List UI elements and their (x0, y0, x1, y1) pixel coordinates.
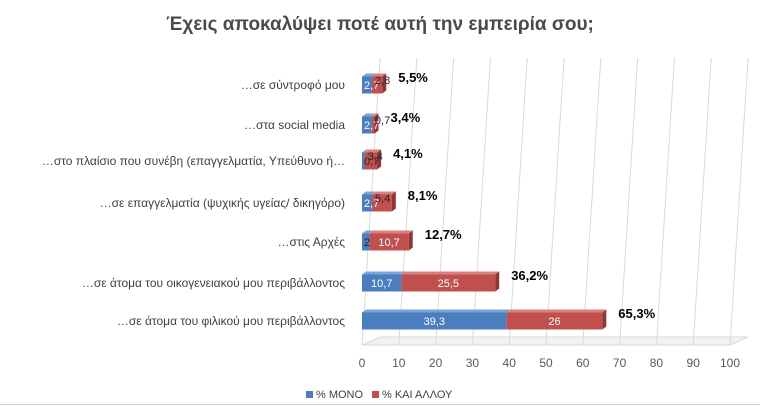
segment-data-label: 2 (364, 237, 370, 249)
bar-segment (364, 152, 378, 170)
x-tick-label: 60 (576, 356, 590, 370)
bar-top-face (369, 230, 413, 234)
category-label: …στα social media (244, 118, 345, 132)
bar-segment (362, 312, 507, 330)
category-label: …στο πλαίσιο που συνέβη (επαγγελματία, Υ… (42, 154, 345, 168)
category-label: …σε σύντροφό μου (241, 78, 345, 92)
grid-line (471, 57, 491, 346)
segment-data-label: 2,7 (364, 80, 379, 92)
bar-segment (401, 274, 496, 292)
grid-line (582, 57, 602, 346)
bar-side-face (377, 149, 382, 170)
bar-top-face (401, 271, 500, 275)
bar-top-face (362, 230, 374, 234)
bar-segment (362, 76, 372, 94)
total-data-label: 36,2% (511, 268, 548, 283)
segment-data-label: 2,8 (375, 75, 390, 87)
bar-segment (369, 233, 409, 251)
segment-data-label: 10,7 (378, 237, 399, 249)
bar-side-face (602, 309, 607, 330)
grid-line (692, 57, 712, 346)
bar-top-face (362, 191, 376, 195)
legend-label: % ΜΟΝΟ (316, 389, 364, 401)
bar-segment (362, 233, 370, 251)
legend-label: % ΚΑΙ ΑΛΛΟΥ (382, 389, 453, 401)
bar-segment (371, 116, 375, 134)
segment-data-label: 2,7 (364, 198, 379, 210)
bars: 2,72,8 5,5%2,70,7 3,4%0,73,4 4,1%2,75,4 8,1%… (362, 70, 656, 330)
x-tick-label: 0 (359, 356, 366, 370)
grid-lines (361, 57, 749, 346)
bar-top-face (371, 113, 379, 117)
bar-side-face (374, 113, 379, 134)
category-label: …σε επαγγελματία (ψυχικής υγείας/ δικηγό… (100, 196, 345, 210)
segment-data-label: 10,7 (371, 278, 392, 290)
x-tick-label: 20 (429, 356, 443, 370)
bar-segment (371, 194, 392, 212)
bar-top-face (371, 73, 387, 77)
x-tick-label: 80 (650, 356, 664, 370)
segment-data-label: 2,7 (364, 120, 379, 132)
category-label: …σε άτομα του φιλικού μου περιβάλλοντος (117, 314, 345, 328)
segment-data-label: 25,5 (438, 278, 459, 290)
bar-top-face (371, 191, 396, 195)
segment-data-label: 5,4 (375, 193, 390, 205)
grid-line (619, 57, 639, 346)
category-label: …στις Αρχές (277, 235, 345, 249)
grid-line (655, 57, 675, 346)
total-data-label: 8,1% (408, 188, 438, 203)
total-data-label: 12,7% (425, 227, 462, 242)
x-tick-label: 30 (466, 356, 480, 370)
x-tick-label: 70 (613, 356, 627, 370)
grid-line (545, 57, 565, 346)
bar-segment (362, 116, 372, 134)
chart-floor (361, 336, 749, 346)
bar-top-face (362, 309, 511, 313)
grid-line (435, 57, 455, 346)
bar-segment (362, 274, 402, 292)
bar-side-face (495, 271, 500, 292)
total-data-label: 4,1% (393, 146, 423, 161)
legend-swatch (372, 391, 379, 398)
bar-side-face (382, 73, 387, 94)
bar-top-face (506, 309, 607, 313)
grid-line (398, 57, 418, 346)
category-label: …σε άτομα του οικογενειακού μου περιβάλλ… (82, 276, 345, 290)
total-data-label: 5,5% (398, 70, 428, 85)
x-tick-label: 10 (392, 356, 406, 370)
bar-segment (371, 76, 383, 94)
x-tick-labels: 0 10 20 30 40 50 60 70 80 90 100 (359, 356, 741, 370)
segment-data-label: 39,3 (424, 316, 445, 328)
chart-title: Έχεις αποκαλύψει ποτέ αυτή την εμπειρία … (166, 14, 594, 35)
bar-segment (362, 194, 372, 212)
grid-line (729, 57, 749, 346)
bar-top-face (362, 73, 376, 77)
segment-data-label: 3,4 (368, 151, 383, 163)
grid-line (508, 57, 528, 346)
x-tick-label: 90 (687, 356, 701, 370)
segment-data-label: 26 (548, 316, 560, 328)
total-data-label: 65,3% (618, 306, 655, 321)
category-labels: …σε σύντροφό μου …στα social media …στο πλ… (42, 78, 346, 328)
bar-segment (362, 152, 365, 170)
bar-top-face (364, 149, 382, 153)
bar-top-face (362, 113, 376, 117)
bottom-divider (0, 404, 760, 405)
bar-side-face (408, 230, 413, 251)
legend: % ΜΟΝΟ % ΚΑΙ ΑΛΛΟΥ (306, 389, 453, 401)
bar-side-face (391, 191, 396, 212)
bar-top-face (362, 271, 406, 275)
x-tick-label: 100 (720, 356, 740, 370)
bar-segment (506, 312, 603, 330)
segment-data-label: 0,7 (375, 115, 390, 127)
segment-data-label: 0,7 (364, 156, 379, 168)
bar-top-face (362, 149, 369, 153)
x-tick-label: 50 (539, 356, 553, 370)
total-data-label: 3,4% (391, 110, 421, 125)
legend-swatch (306, 391, 313, 398)
x-tick-label: 40 (503, 356, 517, 370)
